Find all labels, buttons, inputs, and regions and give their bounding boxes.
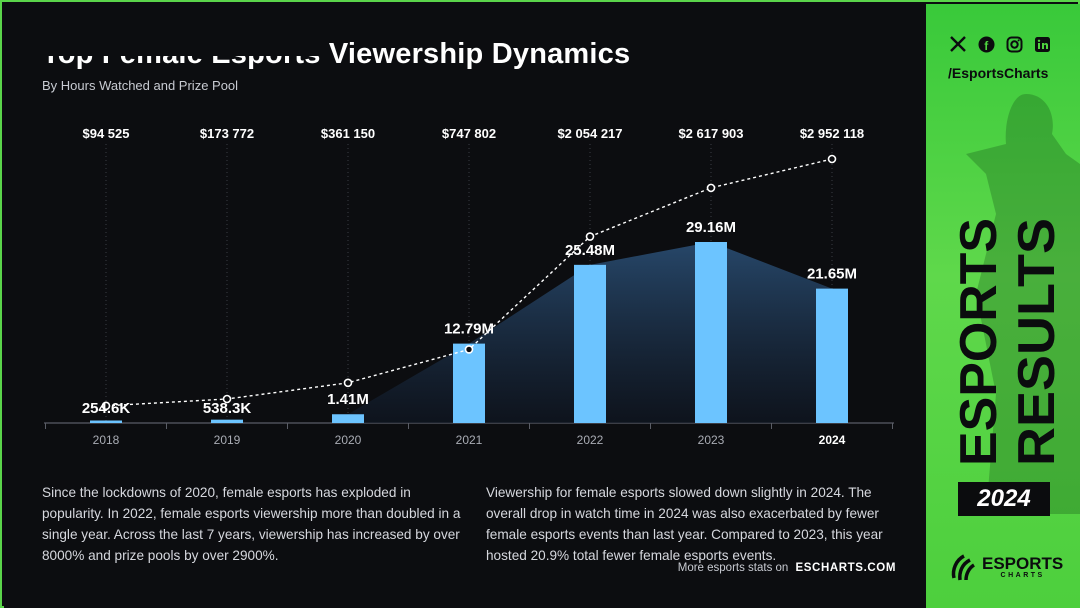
x-tick-label: 2020 [335, 433, 362, 447]
social-handle[interactable]: /EsportsCharts [948, 65, 1049, 81]
svg-text:f: f [984, 39, 989, 53]
main-panel: Top Female Esports Viewership Dynamics B… [4, 4, 926, 608]
prize-pool-label: $173 772 [200, 126, 254, 141]
prize-pool-point [585, 232, 595, 241]
brand-sub: CHARTS [1000, 571, 1045, 579]
prize-pool-label: $361 150 [321, 126, 375, 141]
hours-bar [816, 288, 848, 423]
title-occlusion [34, 34, 324, 56]
linkedin-icon[interactable] [1032, 34, 1052, 54]
brand-mark-icon [951, 554, 975, 581]
prize-pool-point [101, 401, 111, 411]
viewership-chart: $94 525 $173 772 $361 150 $747 802 $2 054 21… [44, 126, 894, 447]
hours-bar [211, 419, 243, 423]
prize-pool-label: $747 802 [442, 126, 496, 141]
prize-pool-label: $2 617 903 [678, 126, 743, 141]
soldier-silhouette [966, 94, 1080, 514]
brand-name: ESPORTS [982, 553, 1064, 573]
x-tick-label: 2023 [698, 433, 725, 447]
vertical-title-line2: RESULTS [1008, 218, 1066, 466]
prize-pool-label: $2 054 217 [557, 126, 622, 141]
social-icons: f [948, 34, 1052, 54]
x-tick-label: 2022 [577, 433, 604, 447]
hours-label: 21.65M [807, 266, 857, 283]
prize-pool-point [706, 183, 716, 193]
prize-pool-point [464, 345, 474, 354]
hours-label: 25.48M [565, 242, 615, 259]
summary-paragraph-left: Since the lockdowns of 2020, female espo… [42, 484, 461, 563]
prize-pool-point [222, 394, 232, 404]
hours-label: 29.16M [686, 219, 736, 236]
prize-pool-point [343, 378, 353, 388]
prize-pool-label: $94 525 [83, 126, 130, 141]
hours-label: 254.6K [82, 400, 131, 417]
facebook-icon[interactable]: f [976, 34, 996, 54]
x-tick-label: 2018 [93, 433, 120, 447]
summary-paragraph-right: Viewership for female esports slowed dow… [486, 484, 883, 563]
year-badge: 2024 [958, 482, 1050, 516]
more-stats-text: More esports stats on [677, 562, 789, 574]
x-tick-label: 2021 [456, 433, 483, 447]
esports-results-vertical-title: ESPORTS RESULTS [950, 218, 1066, 466]
brand-logo: ESPORTS CHARTS [950, 552, 1063, 582]
instagram-icon[interactable] [1004, 34, 1024, 54]
sidebar: f /EsportsCharts ESPORTS RESULTS 2024 ES… [926, 4, 1080, 608]
prize-pool-label: $2 952 118 [800, 126, 864, 141]
vertical-title-line1: ESPORTS [950, 218, 1008, 466]
hours-bar [332, 414, 364, 423]
prize-pool-point [827, 154, 837, 164]
hours-bar [695, 242, 727, 423]
hours-label: 1.41M [327, 391, 369, 408]
hours-label: 12.79M [444, 321, 494, 338]
hours-bar [90, 420, 122, 423]
x-icon[interactable] [948, 34, 968, 54]
x-tick-label: 2024 [819, 433, 846, 447]
x-tick-label: 2019 [214, 433, 241, 447]
more-stats-line: More esports stats on ESCHARTS.COM [678, 562, 896, 574]
hours-bar [453, 343, 485, 423]
hours-bar [574, 264, 606, 423]
hours-label: 538.3K [203, 400, 252, 417]
site-link[interactable]: ESCHARTS.COM [795, 562, 896, 574]
page-subtitle: By Hours Watched and Prize Pool [42, 78, 239, 93]
